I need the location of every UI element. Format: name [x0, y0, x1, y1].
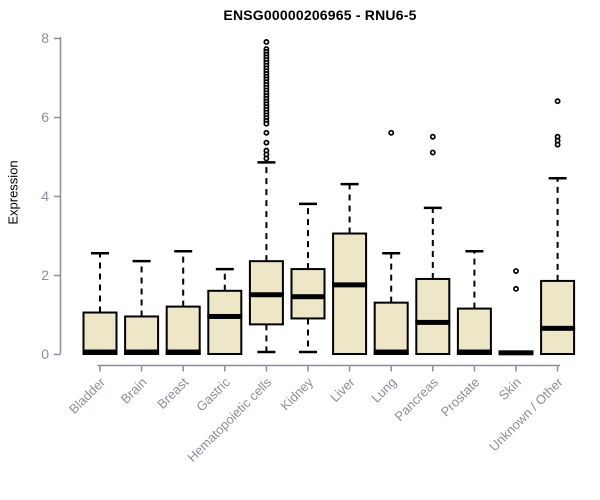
- box-prostate: [456, 307, 492, 356]
- x-tick-label: Unknown / Other: [486, 374, 566, 454]
- box-breast-median: [165, 349, 201, 355]
- x-tick-label: Brain: [118, 375, 150, 407]
- x-tick-label: Kidney: [277, 374, 316, 413]
- box-bladder: [82, 311, 118, 355]
- x-tick-label: Breast: [154, 374, 191, 411]
- box-lung: [373, 301, 409, 355]
- x-tick-label: Pancreas: [391, 374, 441, 424]
- box-gastric: [207, 289, 243, 355]
- box-pancreas-median: [415, 319, 451, 325]
- box-unknown-other-outlier: [554, 141, 561, 148]
- x-tick-label: Liver: [327, 374, 358, 405]
- box-breast: [165, 305, 201, 356]
- box-prostate-median: [456, 349, 492, 355]
- box-gastric-median: [207, 313, 243, 319]
- box-skin-outlier: [513, 285, 519, 292]
- box-skin-median: [498, 350, 534, 356]
- y-tick-label: 6: [41, 109, 49, 125]
- box-kidney: [290, 268, 326, 320]
- box-unknown-other: [540, 279, 576, 355]
- x-tick-label: Gastric: [193, 374, 233, 414]
- box-hematopoietic-cells-outlier: [263, 139, 270, 146]
- box-pancreas: [415, 277, 451, 356]
- y-tick-label: 0: [41, 346, 49, 362]
- box-liver-median: [332, 282, 368, 288]
- box-hematopoietic-cells-outlier: [263, 120, 270, 127]
- x-tick-label: Skin: [496, 375, 524, 403]
- box-unknown-other-median: [540, 325, 576, 331]
- box-lung-outlier: [388, 129, 395, 136]
- y-tick-label: 4: [41, 188, 49, 204]
- box-pancreas-outlier: [429, 133, 436, 140]
- box-hematopoietic-cells-outlier: [263, 129, 270, 136]
- box-hematopoietic-cells-outlier: [263, 39, 270, 45]
- x-tick-label: Bladder: [66, 374, 109, 417]
- box-bladder-median: [82, 349, 118, 355]
- box-hematopoietic-cells-outlier: [263, 155, 270, 162]
- y-tick-label: 2: [41, 267, 49, 283]
- box-kidney-median: [290, 294, 326, 300]
- box-brain-median: [124, 349, 160, 355]
- y-tick-label: 8: [41, 30, 49, 46]
- chart-title: ENSG00000206965 - RNU6-5: [223, 7, 417, 23]
- box-brain: [124, 315, 160, 356]
- box-lung-median: [373, 349, 409, 355]
- box-liver: [332, 232, 368, 355]
- box-pancreas-outlier: [429, 149, 436, 156]
- x-tick-label: Lung: [368, 375, 399, 406]
- box-skin-outlier: [513, 268, 519, 274]
- box-hematopoietic-cells-median: [248, 292, 284, 298]
- box-unknown-other-outlier: [554, 98, 561, 105]
- x-tick-label: Prostate: [438, 375, 483, 420]
